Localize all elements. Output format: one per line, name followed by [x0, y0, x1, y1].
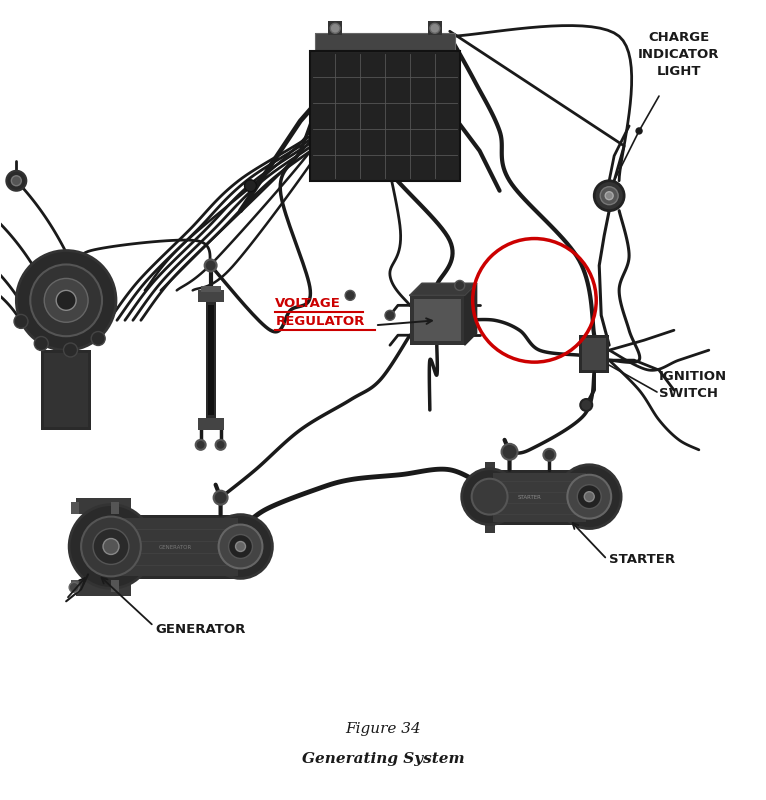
Bar — [208, 306, 214, 415]
Bar — [76, 580, 131, 596]
Circle shape — [594, 181, 624, 210]
Circle shape — [69, 505, 153, 588]
Bar — [205, 300, 215, 420]
Bar — [310, 51, 460, 181]
Circle shape — [195, 440, 205, 450]
Circle shape — [385, 310, 395, 320]
Circle shape — [578, 485, 601, 509]
Bar — [71, 502, 79, 514]
Circle shape — [81, 517, 141, 576]
Text: VOLTAGE: VOLTAGE — [276, 298, 342, 310]
Text: Figure 34: Figure 34 — [345, 722, 421, 736]
Bar — [76, 498, 131, 514]
Circle shape — [6, 170, 26, 190]
Circle shape — [205, 259, 217, 271]
Text: IGNITION
SWITCH: IGNITION SWITCH — [659, 370, 727, 400]
Bar — [310, 51, 460, 181]
Bar — [114, 518, 237, 576]
Text: REGULATOR: REGULATOR — [276, 315, 365, 328]
Circle shape — [502, 444, 518, 460]
Bar — [198, 418, 224, 430]
Circle shape — [56, 290, 76, 310]
Circle shape — [543, 449, 555, 461]
Bar — [316, 34, 455, 51]
Bar — [328, 22, 342, 35]
Bar — [582, 338, 606, 370]
Bar — [485, 462, 495, 470]
Bar — [44, 353, 88, 427]
Circle shape — [581, 399, 592, 411]
Text: GENERATOR: GENERATOR — [155, 622, 246, 636]
Bar — [489, 470, 589, 525]
Circle shape — [69, 582, 79, 592]
Circle shape — [472, 478, 508, 514]
Bar — [428, 22, 442, 35]
Circle shape — [103, 538, 119, 554]
Bar — [414, 299, 460, 342]
Circle shape — [345, 290, 355, 300]
Circle shape — [605, 192, 613, 200]
Circle shape — [558, 465, 621, 529]
Circle shape — [16, 250, 116, 350]
Bar — [410, 295, 465, 345]
Circle shape — [455, 281, 465, 290]
Circle shape — [11, 176, 21, 186]
Bar — [111, 502, 119, 514]
Circle shape — [462, 469, 518, 525]
Circle shape — [430, 23, 440, 34]
Bar — [111, 514, 241, 579]
Circle shape — [215, 440, 225, 450]
Circle shape — [44, 278, 88, 322]
Bar — [485, 525, 495, 533]
Circle shape — [218, 525, 263, 569]
Circle shape — [330, 23, 340, 34]
Circle shape — [34, 337, 48, 350]
Text: GENERATOR: GENERATOR — [159, 545, 192, 550]
Text: CHARGE
INDICATOR
LIGHT: CHARGE INDICATOR LIGHT — [638, 31, 720, 78]
Polygon shape — [410, 283, 476, 295]
Bar — [493, 473, 586, 522]
Circle shape — [208, 514, 273, 578]
Bar — [111, 580, 119, 592]
Circle shape — [93, 529, 129, 565]
Bar — [198, 290, 224, 302]
Circle shape — [235, 542, 245, 551]
Text: STARTER: STARTER — [609, 553, 676, 566]
Circle shape — [636, 128, 642, 134]
Circle shape — [91, 331, 105, 346]
Circle shape — [31, 265, 102, 336]
Circle shape — [214, 490, 228, 505]
Circle shape — [228, 534, 253, 558]
Circle shape — [584, 492, 594, 502]
Circle shape — [64, 343, 77, 357]
Bar — [201, 286, 221, 292]
Circle shape — [14, 314, 28, 328]
Bar — [41, 350, 91, 430]
Bar — [316, 34, 455, 51]
Circle shape — [568, 474, 611, 518]
Circle shape — [244, 180, 257, 192]
Bar — [579, 335, 609, 373]
Text: STARTER: STARTER — [518, 495, 542, 500]
Bar — [71, 580, 79, 592]
Text: Generating System: Generating System — [302, 752, 464, 766]
Circle shape — [601, 186, 618, 205]
Polygon shape — [465, 283, 476, 345]
